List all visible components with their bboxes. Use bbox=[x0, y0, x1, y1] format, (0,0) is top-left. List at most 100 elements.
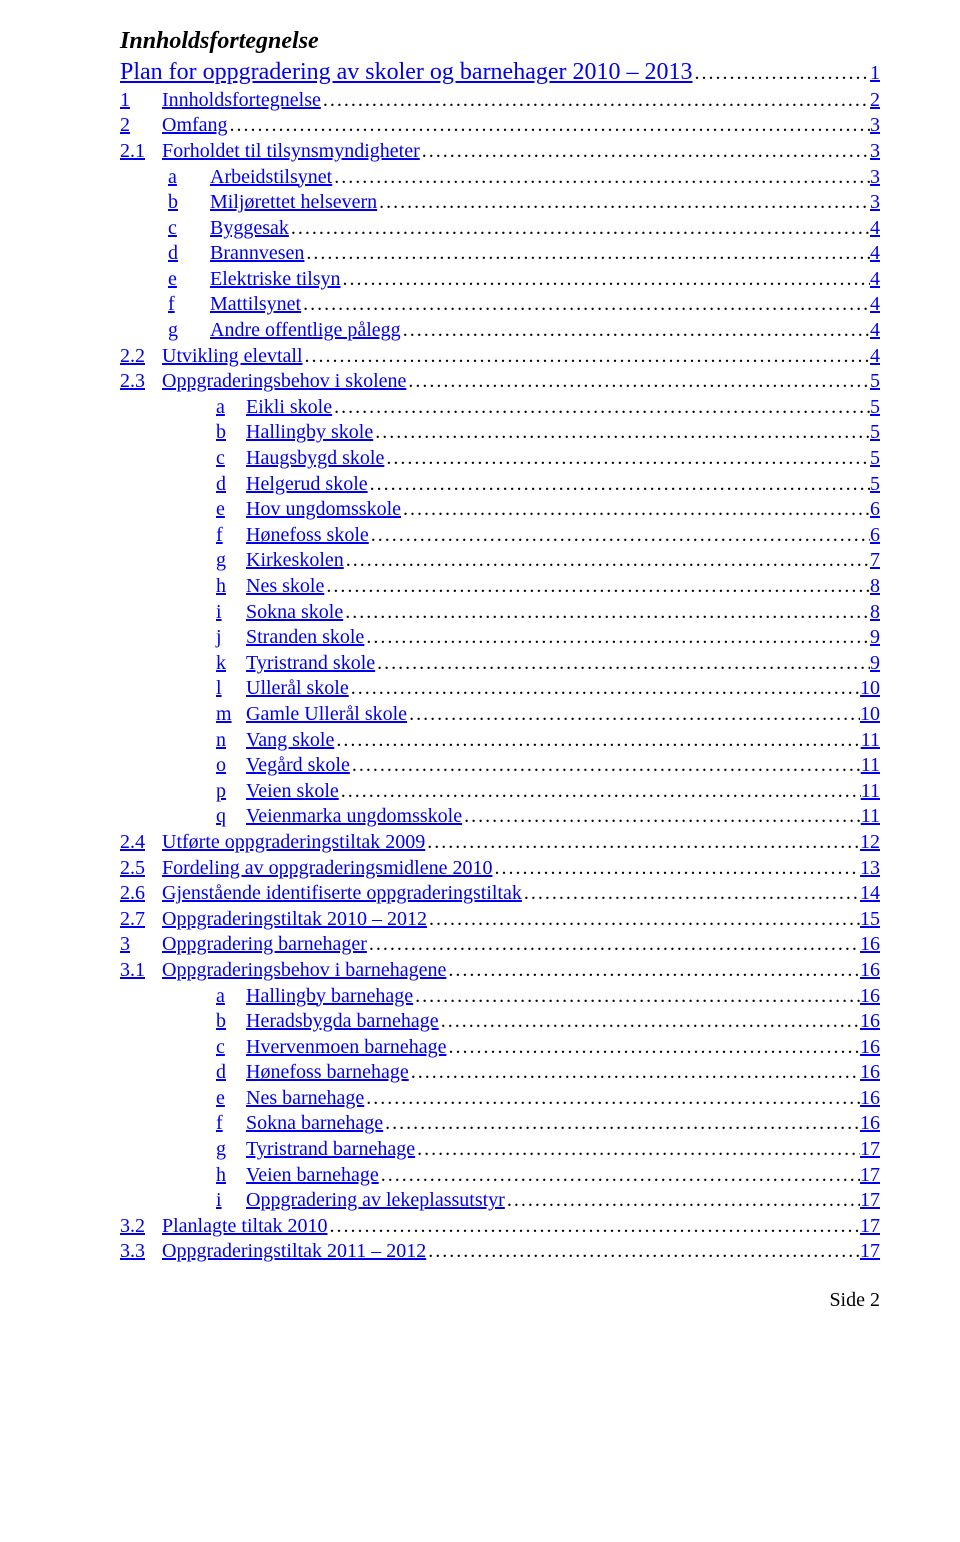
toc-marker[interactable]: 1 bbox=[120, 88, 162, 114]
toc-label[interactable]: Elektriske tilsyn bbox=[210, 267, 341, 293]
toc-main-link[interactable]: Plan for oppgradering av skoler og barne… bbox=[120, 57, 693, 88]
toc-page-number[interactable]: 10 bbox=[860, 676, 880, 702]
toc-marker[interactable]: c bbox=[216, 446, 246, 472]
toc-page-number[interactable]: 16 bbox=[860, 958, 880, 984]
toc-page-number[interactable]: 8 bbox=[870, 574, 880, 600]
toc-marker[interactable]: 2 bbox=[120, 113, 162, 139]
toc-page-number[interactable]: 17 bbox=[860, 1188, 880, 1214]
toc-page-number[interactable]: 11 bbox=[861, 779, 880, 805]
toc-page-number[interactable]: 4 bbox=[870, 318, 880, 344]
toc-label[interactable]: Gjenstående identifiserte oppgraderingst… bbox=[162, 881, 522, 907]
toc-marker[interactable]: k bbox=[216, 651, 246, 677]
toc-marker[interactable]: 2.6 bbox=[120, 881, 162, 907]
toc-page-number[interactable]: 11 bbox=[861, 753, 880, 779]
toc-marker[interactable]: 2.2 bbox=[120, 344, 162, 370]
toc-page-number[interactable]: 3 bbox=[870, 113, 880, 139]
toc-label[interactable]: Oppgraderingstiltak 2011 – 2012 bbox=[162, 1239, 426, 1265]
toc-marker[interactable]: f bbox=[216, 1111, 246, 1137]
toc-label[interactable]: Tyristrand skole bbox=[246, 651, 375, 677]
toc-page-number[interactable]: 16 bbox=[860, 984, 880, 1010]
toc-marker[interactable]: b bbox=[216, 420, 246, 446]
toc-page-number[interactable]: 5 bbox=[870, 369, 880, 395]
toc-label[interactable]: Miljørettet helsevern bbox=[210, 190, 377, 216]
toc-label[interactable]: Oppgraderingsbehov i skolene bbox=[162, 369, 406, 395]
toc-marker[interactable]: g bbox=[216, 1137, 246, 1163]
toc-page-number[interactable]: 17 bbox=[860, 1214, 880, 1240]
toc-label[interactable]: Vegård skole bbox=[246, 753, 350, 779]
toc-page-number[interactable]: 4 bbox=[870, 292, 880, 318]
toc-label[interactable]: Stranden skole bbox=[246, 625, 364, 651]
toc-label[interactable]: Eikli skole bbox=[246, 395, 332, 421]
toc-marker[interactable]: b bbox=[168, 190, 210, 216]
toc-page-number[interactable]: 8 bbox=[870, 600, 880, 626]
toc-label[interactable]: Nes barnehage bbox=[246, 1086, 364, 1112]
toc-marker[interactable]: 2.7 bbox=[120, 907, 162, 933]
toc-marker[interactable]: i bbox=[216, 600, 246, 626]
toc-marker[interactable]: 2.4 bbox=[120, 830, 162, 856]
toc-marker[interactable]: d bbox=[216, 472, 246, 498]
toc-label[interactable]: Arbeidstilsynet bbox=[210, 165, 332, 191]
toc-page-number[interactable]: 7 bbox=[870, 548, 880, 574]
toc-page-number[interactable]: 16 bbox=[860, 1060, 880, 1086]
toc-label[interactable]: Hønefoss skole bbox=[246, 523, 369, 549]
toc-page-number[interactable]: 9 bbox=[870, 625, 880, 651]
toc-label[interactable]: Andre offentlige pålegg bbox=[210, 318, 401, 344]
toc-marker[interactable]: c bbox=[216, 1035, 246, 1061]
toc-page-number[interactable]: 16 bbox=[860, 1111, 880, 1137]
toc-marker[interactable]: a bbox=[216, 395, 246, 421]
toc-page-number[interactable]: 16 bbox=[860, 1086, 880, 1112]
toc-marker[interactable]: o bbox=[216, 753, 246, 779]
toc-page-number[interactable]: 4 bbox=[870, 267, 880, 293]
toc-label[interactable]: Mattilsynet bbox=[210, 292, 301, 318]
toc-marker[interactable]: f bbox=[168, 292, 210, 318]
toc-marker[interactable]: a bbox=[168, 165, 210, 191]
toc-page-number[interactable]: 13 bbox=[860, 856, 880, 882]
toc-page-number[interactable]: 16 bbox=[860, 1035, 880, 1061]
toc-marker[interactable]: d bbox=[216, 1060, 246, 1086]
toc-page-number[interactable]: 3 bbox=[870, 139, 880, 165]
toc-label[interactable]: Vang skole bbox=[246, 728, 334, 754]
toc-label[interactable]: Veienmarka ungdomsskole bbox=[246, 804, 462, 830]
toc-label[interactable]: Heradsbygda barnehage bbox=[246, 1009, 439, 1035]
toc-page-number[interactable]: 4 bbox=[870, 241, 880, 267]
toc-page-number[interactable]: 1 bbox=[870, 61, 880, 87]
toc-marker[interactable]: f bbox=[216, 523, 246, 549]
toc-marker[interactable]: b bbox=[216, 1009, 246, 1035]
toc-marker[interactable]: 2.3 bbox=[120, 369, 162, 395]
toc-label[interactable]: Helgerud skole bbox=[246, 472, 368, 498]
toc-page-number[interactable]: 16 bbox=[860, 932, 880, 958]
toc-label[interactable]: Byggesak bbox=[210, 216, 289, 242]
toc-label[interactable]: Tyristrand barnehage bbox=[246, 1137, 415, 1163]
toc-marker[interactable]: 3.2 bbox=[120, 1214, 162, 1240]
toc-page-number[interactable]: 12 bbox=[860, 830, 880, 856]
toc-marker[interactable]: i bbox=[216, 1188, 246, 1214]
toc-label[interactable]: Hvervenmoen barnehage bbox=[246, 1035, 446, 1061]
toc-page-number[interactable]: 9 bbox=[870, 651, 880, 677]
toc-page-number[interactable]: 4 bbox=[870, 216, 880, 242]
toc-page-number[interactable]: 17 bbox=[860, 1239, 880, 1265]
toc-marker[interactable]: q bbox=[216, 804, 246, 830]
toc-marker[interactable]: 2.5 bbox=[120, 856, 162, 882]
toc-page-number[interactable]: 10 bbox=[860, 702, 880, 728]
toc-page-number[interactable]: 5 bbox=[870, 420, 880, 446]
toc-page-number[interactable]: 6 bbox=[870, 497, 880, 523]
toc-label[interactable]: Hønefoss barnehage bbox=[246, 1060, 409, 1086]
toc-label[interactable]: Brannvesen bbox=[210, 241, 304, 267]
toc-label[interactable]: Hallingby barnehage bbox=[246, 984, 413, 1010]
toc-label[interactable]: Oppgraderingsbehov i barnehagene bbox=[162, 958, 446, 984]
toc-label[interactable]: Hallingby skole bbox=[246, 420, 373, 446]
toc-label[interactable]: Forholdet til tilsynsmyndigheter bbox=[162, 139, 420, 165]
toc-marker[interactable]: e bbox=[168, 267, 210, 293]
toc-label[interactable]: Veien barnehage bbox=[246, 1163, 379, 1189]
toc-marker[interactable]: p bbox=[216, 779, 246, 805]
toc-marker[interactable]: g bbox=[216, 548, 246, 574]
toc-marker[interactable]: 2.1 bbox=[120, 139, 162, 165]
toc-label[interactable]: Gamle Ullerål skole bbox=[246, 702, 407, 728]
toc-label[interactable]: Hov ungdomsskole bbox=[246, 497, 401, 523]
toc-label[interactable]: Oppgradering av lekeplassutstyr bbox=[246, 1188, 505, 1214]
toc-label[interactable]: Veien skole bbox=[246, 779, 339, 805]
toc-marker[interactable]: j bbox=[216, 625, 246, 651]
toc-page-number[interactable]: 4 bbox=[870, 344, 880, 370]
toc-page-number[interactable]: 17 bbox=[860, 1163, 880, 1189]
toc-page-number[interactable]: 6 bbox=[870, 523, 880, 549]
